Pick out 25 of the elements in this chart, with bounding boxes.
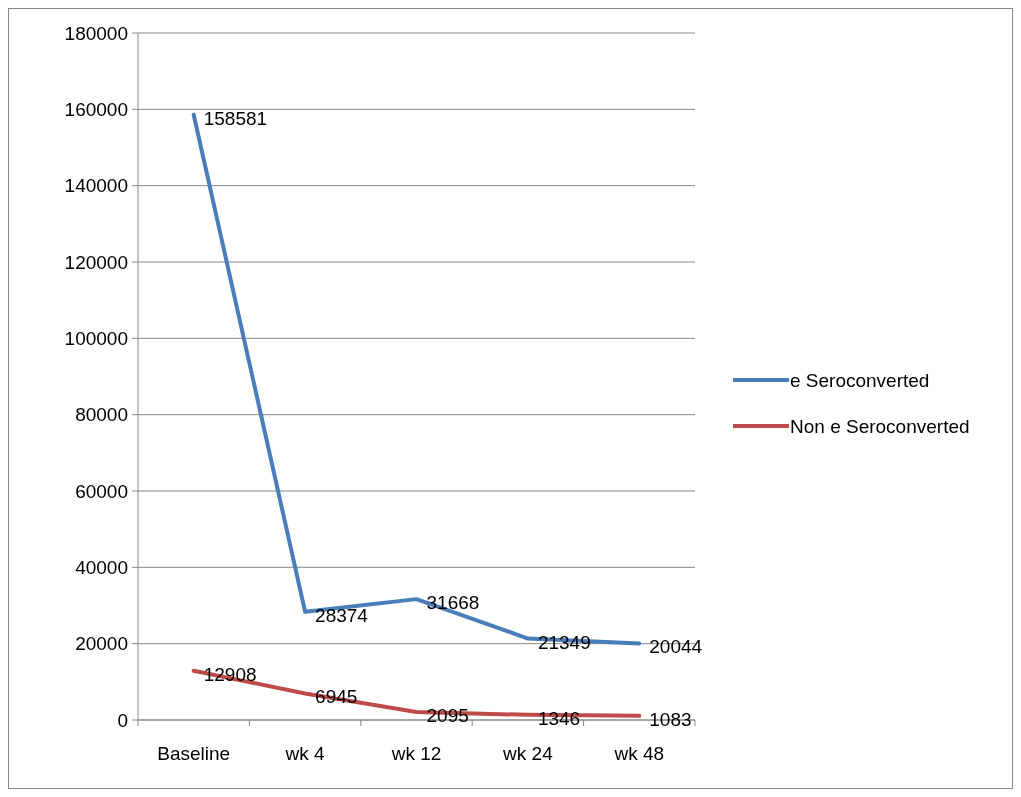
x-tick-label: Baseline: [157, 743, 231, 764]
y-tick-label: 0: [117, 709, 128, 731]
data-label: 158581: [203, 107, 268, 129]
data-label: 28374: [315, 604, 369, 626]
legend-label: e Seroconverted: [790, 369, 930, 391]
data-label: 1083: [649, 708, 692, 730]
data-label: 2095: [426, 705, 469, 726]
legend-label: Non e Seroconverted: [790, 415, 970, 437]
y-tick-label: 180000: [64, 22, 128, 44]
y-tick-label: 160000: [64, 98, 128, 120]
x-tick-label: wk 48: [613, 743, 665, 764]
y-tick-label: 80000: [75, 404, 128, 426]
y-tick-label: 60000: [75, 480, 128, 502]
y-tick-label: 20000: [75, 633, 128, 655]
y-tick-label: 100000: [64, 327, 128, 349]
data-label: 20044: [649, 636, 703, 658]
data-label: 31668: [426, 592, 480, 614]
data-label: 21349: [537, 631, 591, 653]
x-tick-label: wk 12: [390, 743, 442, 764]
data-label: 1346: [537, 707, 581, 729]
y-tick-label: 40000: [75, 556, 128, 578]
y-tick-label: 120000: [64, 251, 128, 273]
x-tick-label: wk 24: [502, 743, 554, 764]
y-tick-label: 140000: [64, 175, 128, 197]
x-tick-label: wk 4: [284, 743, 326, 764]
